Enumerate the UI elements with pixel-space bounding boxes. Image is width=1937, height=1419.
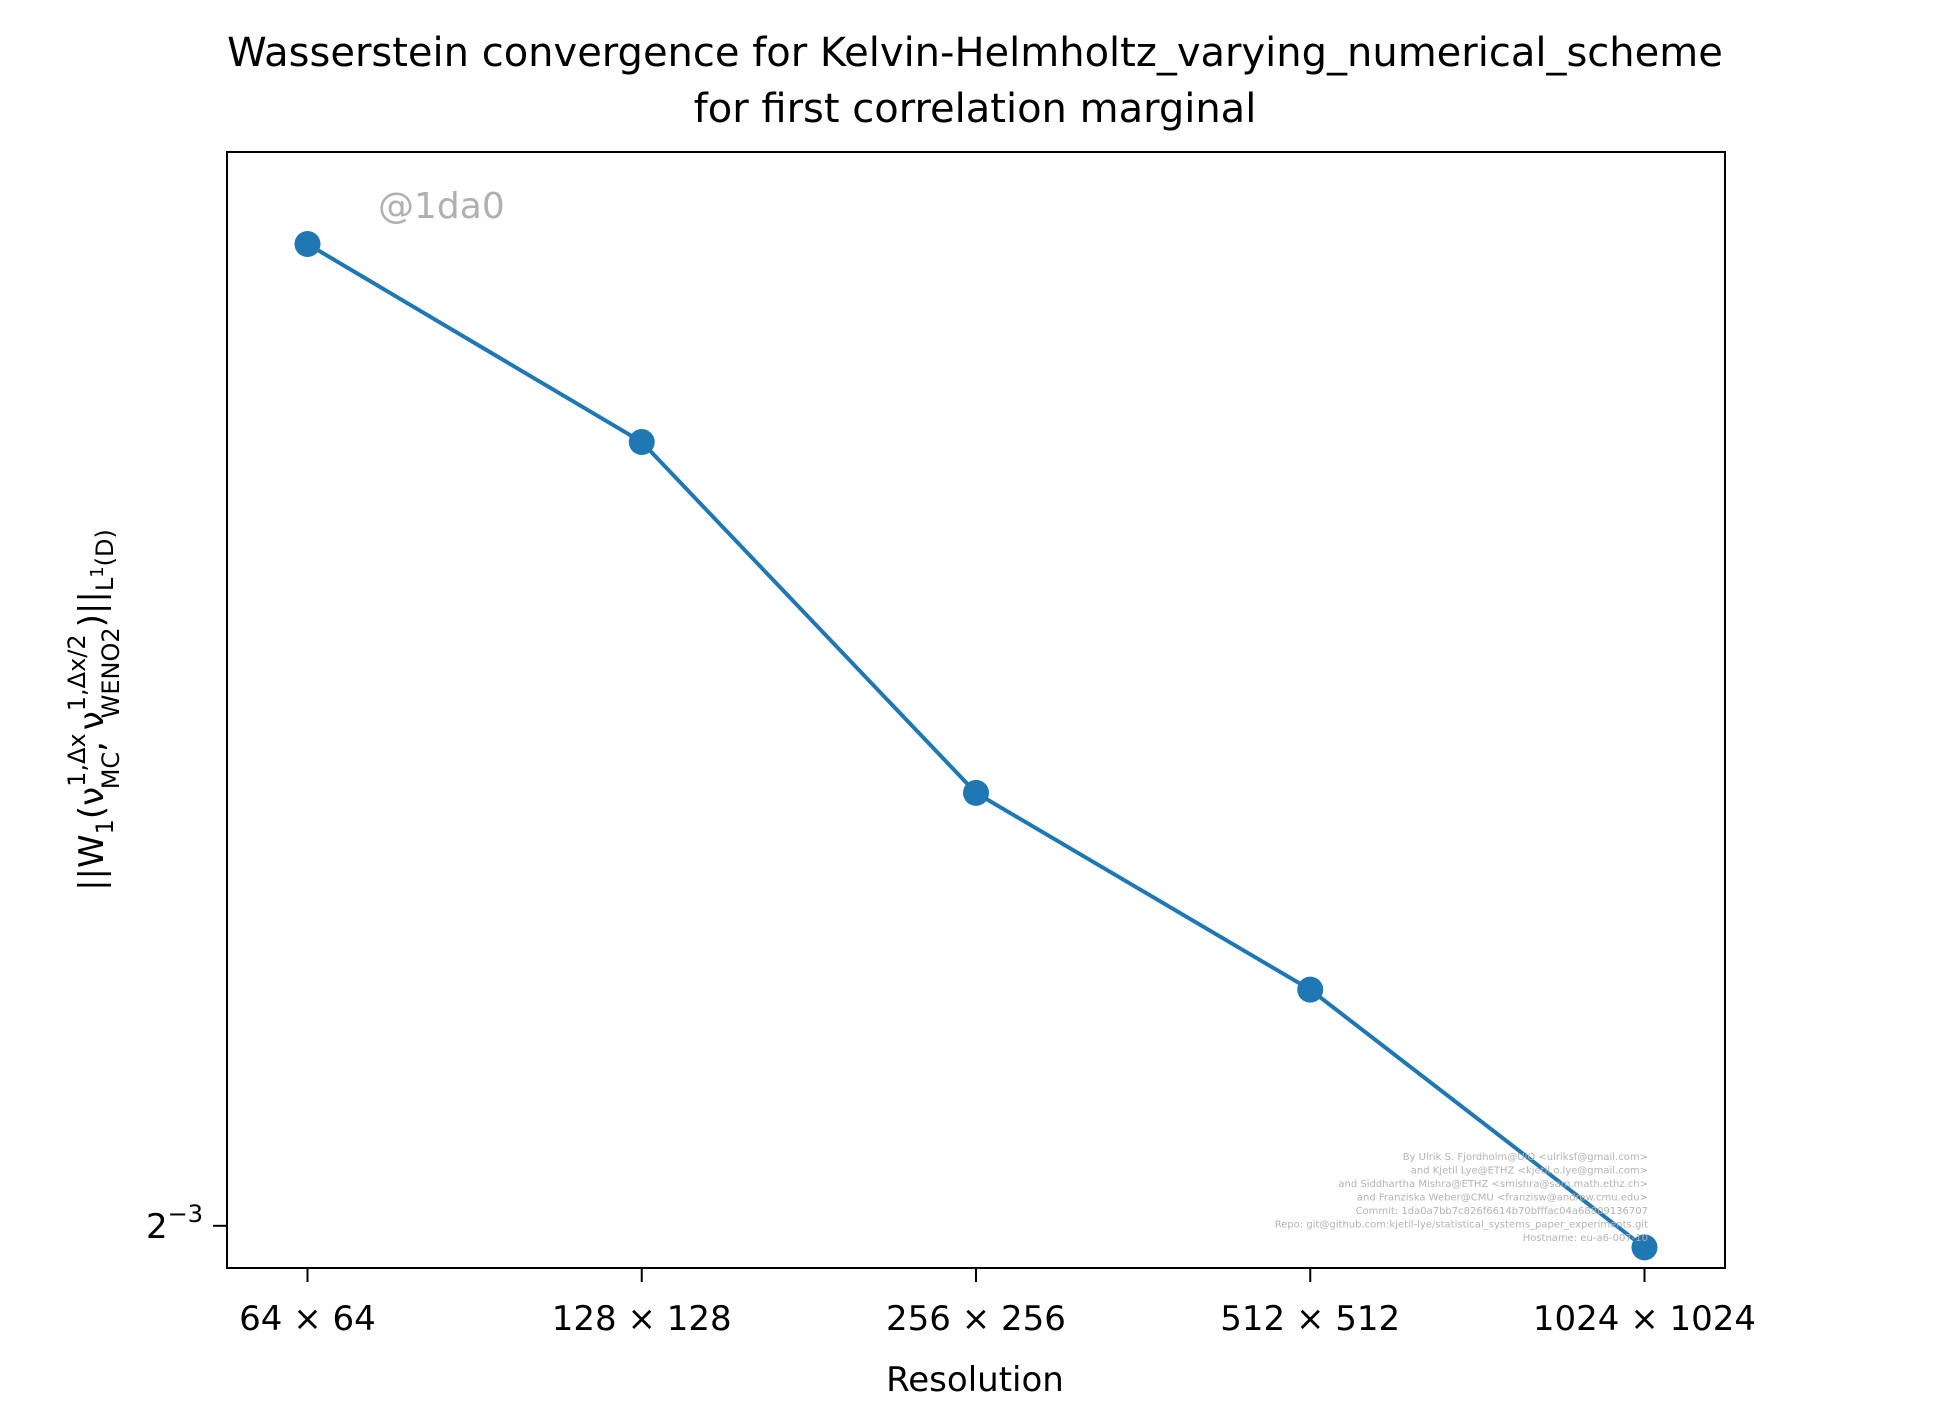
y-axis-label: ||W1(ν1,Δx MC, ν1,Δx/2 WENO2)||L1(D)	[63, 529, 125, 891]
credits-line: and Siddhartha Mishra@ETHZ <smishra@sam.…	[1338, 1179, 1648, 1190]
x-axis: 64 × 64 128 × 128 256 × 256 512 × 512 1024 ×…	[239, 1268, 1756, 1339]
chart-title-line-2: for first correlation marginal	[694, 86, 1257, 132]
data-point-64	[294, 230, 321, 257]
plot-area	[294, 230, 1658, 1261]
data-point-256	[963, 779, 989, 806]
data-point-128	[628, 429, 655, 456]
x-tick-label-1024: 1024 × 1024	[1533, 1299, 1756, 1339]
x-tick-label-512: 512 × 512	[1220, 1299, 1400, 1339]
credits-block: By Ulrik S. Fjordholm@UiO <ulriksf@gmail…	[1275, 1152, 1648, 1244]
credits-line: By Ulrik S. Fjordholm@UiO <ulriksf@gmail…	[1403, 1152, 1648, 1163]
x-tick-label-64: 64 × 64	[239, 1299, 376, 1339]
y-axis: 2−3	[146, 1200, 227, 1247]
credits-line: Commit: 1da0a7bb7c826f6614b70bfffac04a68…	[1356, 1206, 1648, 1217]
credits-line: Repo: git@github.com:kjetil-lye/statisti…	[1275, 1220, 1648, 1231]
watermark-text: @1da0	[378, 186, 505, 227]
x-tick-label-256: 256 × 256	[886, 1299, 1066, 1339]
credits-line: and Kjetil Lye@ETHZ <kjetil.o.lye@gmail.…	[1411, 1166, 1648, 1177]
x-axis-label: Resolution	[886, 1360, 1064, 1400]
y-tick-label: 2−3	[146, 1200, 203, 1247]
data-point-512	[1297, 976, 1324, 1003]
chart-title-line-1: Wasserstein convergence for Kelvin-Helmh…	[227, 30, 1723, 76]
x-tick-label-128: 128 × 128	[552, 1299, 732, 1339]
data-point-1024	[1631, 1234, 1658, 1261]
credits-line: and Franziska Weber@CMU <franzisw@andrew…	[1357, 1193, 1648, 1204]
credits-line: Hostname: eu-a6-007-10	[1523, 1233, 1648, 1244]
